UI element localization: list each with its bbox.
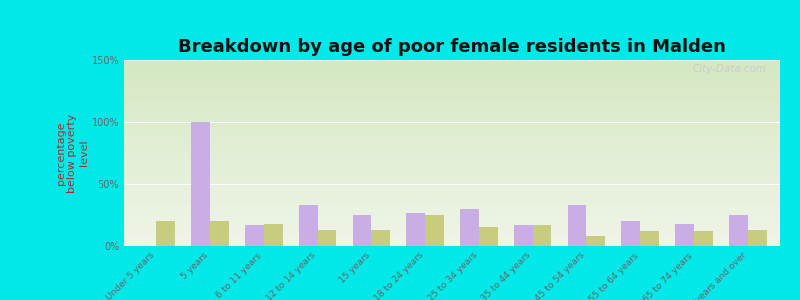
Bar <box>460 209 479 246</box>
Bar <box>694 231 713 246</box>
Bar <box>371 230 390 246</box>
Bar <box>298 205 318 246</box>
Bar <box>622 221 640 246</box>
Bar <box>675 224 694 246</box>
Bar <box>191 122 210 246</box>
Bar <box>353 215 371 246</box>
Bar <box>748 230 766 246</box>
Bar <box>210 221 229 246</box>
Text: City-Data.com: City-Data.com <box>693 64 767 74</box>
Bar <box>245 225 264 246</box>
Bar <box>586 236 606 246</box>
Bar <box>729 215 748 246</box>
Bar <box>425 215 444 246</box>
Bar <box>568 205 586 246</box>
Title: Breakdown by age of poor female residents in Malden: Breakdown by age of poor female resident… <box>178 38 726 56</box>
Bar <box>514 225 533 246</box>
Bar <box>156 221 175 246</box>
Bar <box>479 227 498 246</box>
Bar <box>640 231 659 246</box>
Bar <box>533 225 551 246</box>
Bar <box>318 230 336 246</box>
Y-axis label: percentage
below poverty
level: percentage below poverty level <box>55 113 89 193</box>
Bar <box>406 212 425 246</box>
Bar <box>264 224 282 246</box>
